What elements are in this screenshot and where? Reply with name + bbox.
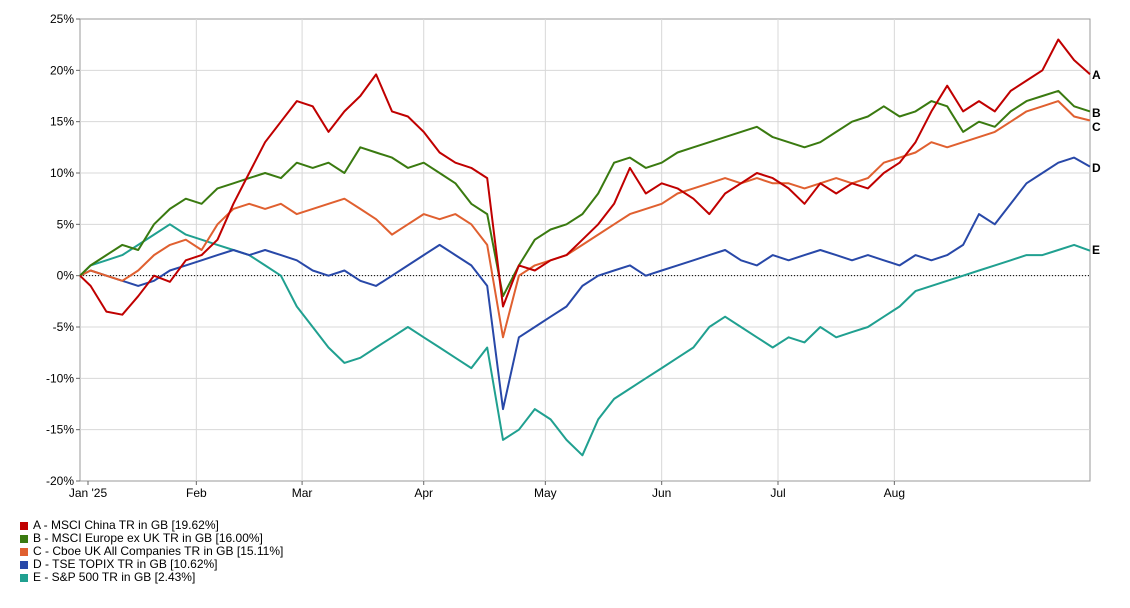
y-tick-label: -10%: [46, 371, 74, 385]
legend-label: C - Cboe UK All Companies TR in GB [15.1…: [33, 544, 284, 558]
x-tick-label: Mar: [292, 486, 313, 500]
series-line-b: [79, 89, 1091, 298]
series-line-c: [79, 100, 1091, 339]
legend-item: B - MSCI Europe ex UK TR in GB [16.00%]: [20, 532, 283, 545]
plot-area: [79, 18, 1091, 482]
y-tick-label: -5%: [53, 320, 75, 334]
x-tick-label: Feb: [186, 486, 207, 500]
end-label-b: B: [1092, 106, 1101, 120]
legend-swatch: [20, 534, 28, 543]
series-line-a: [79, 38, 1091, 316]
y-tick-label: -20%: [46, 474, 74, 488]
x-tick-label: Apr: [414, 486, 433, 500]
y-tick-label: 0%: [57, 269, 75, 283]
x-tick-label: Jan '25: [69, 486, 108, 500]
end-label-a: A: [1092, 68, 1101, 82]
y-tick-label: 20%: [50, 63, 74, 77]
y-axis: 25% 20% 15% 10% 5% 0% -5% -10% -15% -20%: [46, 12, 80, 488]
end-label-d: D: [1092, 161, 1101, 175]
end-label-e: E: [1092, 243, 1100, 257]
grid-lines: [80, 19, 1090, 481]
series-end-labels: A BC D E: [1092, 68, 1101, 257]
x-tick-label: May: [534, 486, 557, 500]
legend-swatch: [20, 560, 28, 569]
legend-item: D - TSE TOPIX TR in GB [10.62%]: [20, 558, 283, 571]
y-tick-label: 5%: [57, 217, 75, 231]
legend-label: A - MSCI China TR in GB [19.62%]: [33, 518, 219, 532]
legend-item: E - S&P 500 TR in GB [2.43%]: [20, 571, 283, 584]
legend-swatch: [20, 547, 28, 556]
legend: A - MSCI China TR in GB [19.62%] B - MSCI…: [20, 519, 283, 584]
legend-item: C - Cboe UK All Companies TR in GB [15.1…: [20, 545, 283, 558]
series-lines: [79, 38, 1091, 457]
y-tick-label: 10%: [50, 166, 74, 180]
y-tick-label: 15%: [50, 115, 74, 129]
y-tick-label: 25%: [50, 12, 74, 26]
end-label-c: C: [1092, 120, 1101, 134]
legend-label: B - MSCI Europe ex UK TR in GB [16.00%]: [33, 531, 263, 545]
series-line-d: [79, 156, 1091, 411]
x-tick-label: Jun: [652, 486, 671, 500]
x-tick-label: Jul: [770, 486, 785, 500]
legend-swatch: [20, 521, 28, 530]
legend-label: D - TSE TOPIX TR in GB [10.62%]: [33, 557, 218, 571]
y-tick-label: -15%: [46, 423, 74, 437]
x-axis: Jan '25 Feb Mar Apr May Jun Jul Aug: [69, 481, 905, 500]
legend-item: A - MSCI China TR in GB [19.62%]: [20, 519, 283, 532]
legend-label: E - S&P 500 TR in GB [2.43%]: [33, 570, 196, 584]
x-tick-label: Aug: [884, 486, 905, 500]
legend-swatch: [20, 573, 28, 582]
